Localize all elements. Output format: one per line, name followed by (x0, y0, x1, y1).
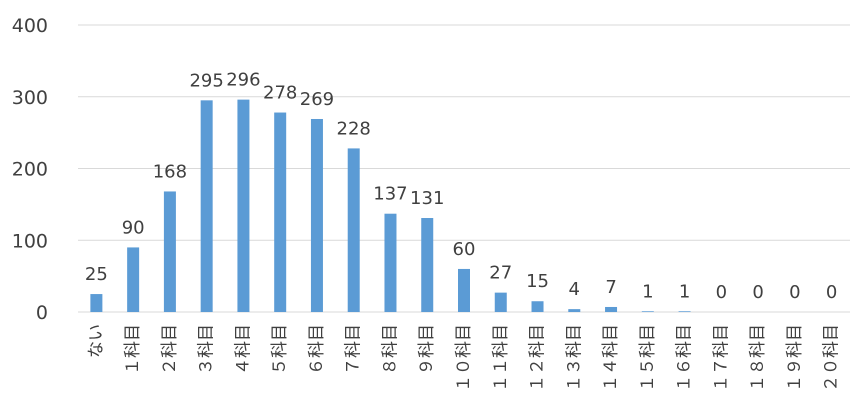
category-label: ４科目 (233, 324, 253, 375)
data-label: 0 (826, 282, 837, 303)
bar (605, 306, 618, 312)
data-label: 296 (226, 70, 260, 91)
y-tick-label: 100 (12, 230, 48, 252)
y-tick-label: 400 (12, 15, 48, 37)
bar (531, 301, 544, 312)
category-label: ２０科目 (822, 324, 842, 392)
bar (90, 294, 103, 312)
y-tick-label: 300 (12, 87, 48, 109)
bar (568, 309, 581, 312)
data-label: 1 (642, 281, 653, 302)
category-label: １０科目 (454, 324, 474, 392)
category-label: １６科目 (675, 324, 695, 392)
data-label: 0 (716, 282, 727, 303)
y-tick-label: 200 (12, 159, 48, 181)
bar (458, 268, 470, 312)
category-label: １９科目 (785, 324, 805, 392)
bar (421, 218, 434, 312)
data-label: 60 (453, 239, 476, 260)
category-label: １４科目 (601, 324, 621, 392)
data-label: 137 (373, 184, 407, 205)
data-label: 0 (789, 282, 800, 303)
data-label: 131 (410, 188, 444, 209)
bar (163, 191, 176, 312)
bar (384, 213, 397, 312)
bar (237, 99, 250, 313)
category-label: ２科目 (160, 324, 180, 375)
category-label: １１科目 (491, 324, 511, 392)
category-label: １７科目 (711, 324, 731, 392)
bar (494, 292, 507, 312)
category-label: １科目 (123, 324, 143, 375)
category-label: ５科目 (270, 324, 290, 375)
data-label: 228 (337, 118, 371, 139)
category-label: ６科目 (307, 324, 327, 375)
category-label: １３科目 (564, 324, 584, 392)
category-label: ８科目 (380, 324, 400, 375)
bar (347, 148, 360, 312)
data-label: 295 (189, 70, 223, 91)
data-label: 90 (122, 217, 145, 238)
data-label: 27 (489, 263, 512, 284)
category-label: ７科目 (344, 324, 364, 375)
data-label: 4 (569, 279, 580, 300)
data-label: 269 (300, 89, 334, 110)
category-label: ９科目 (417, 324, 437, 375)
bar (641, 311, 654, 312)
data-label: 168 (153, 161, 187, 182)
category-label: １５科目 (638, 324, 658, 392)
bar (678, 311, 691, 312)
data-label: 1 (679, 281, 690, 302)
bar (274, 112, 287, 312)
data-label: 0 (752, 282, 763, 303)
category-label: １８科目 (748, 324, 768, 392)
bar (200, 100, 213, 313)
data-label: 278 (263, 83, 297, 104)
data-label: 15 (526, 271, 549, 292)
data-label: 7 (605, 277, 616, 298)
category-label: ない (86, 324, 106, 358)
category-label: ３科目 (197, 324, 217, 375)
data-label: 25 (85, 264, 108, 285)
y-tick-label: 0 (36, 302, 48, 324)
bar (310, 118, 323, 313)
bar (127, 247, 140, 312)
category-label: １２科目 (528, 324, 548, 392)
